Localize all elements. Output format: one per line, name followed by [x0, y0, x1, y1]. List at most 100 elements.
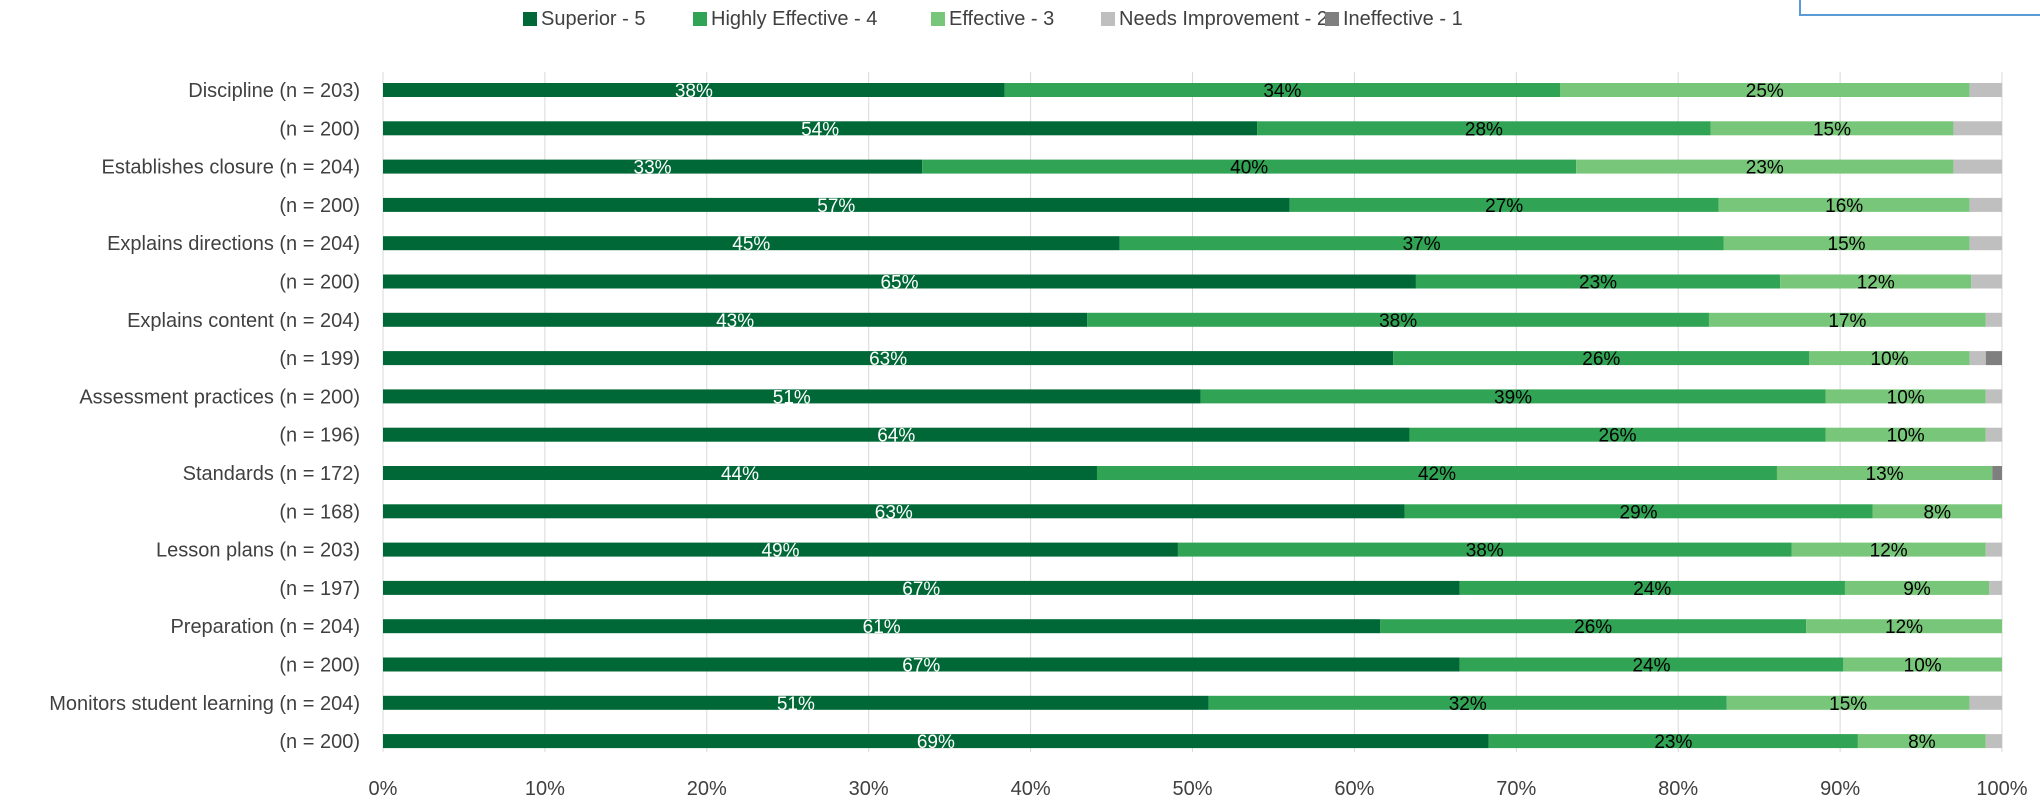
data-label: 26%: [1582, 349, 1620, 370]
data-label: 15%: [1828, 234, 1866, 255]
category-label: Establishes closure (n = 204): [102, 157, 360, 179]
bar-segment: [1257, 121, 1711, 136]
bar-segment: [1825, 389, 1986, 404]
chart-frame-corner: [1799, 0, 2040, 16]
bar-segment: [1710, 121, 1954, 136]
data-label: 32%: [1449, 694, 1487, 715]
bar-segment: [383, 466, 1097, 480]
category-label: (n = 199): [279, 348, 360, 370]
bar-segment: [1872, 504, 2002, 519]
bar-segment: [1992, 466, 2002, 480]
data-label: 28%: [1465, 119, 1503, 140]
x-tick-label: 90%: [1820, 778, 1860, 800]
bar-segment: [1459, 657, 1844, 672]
bar-segment: [1969, 83, 2002, 97]
bar-segment: [1087, 312, 1709, 327]
category-label: Discipline (n = 203): [188, 80, 360, 102]
bar-segment: [1791, 542, 1986, 557]
data-label: 13%: [1866, 464, 1904, 485]
data-label: 24%: [1633, 579, 1671, 600]
legend-swatch: [693, 12, 707, 26]
bar-segment: [1708, 312, 1986, 327]
bar-segment: [383, 389, 1201, 404]
data-label: 40%: [1230, 158, 1268, 179]
bar-segment: [1985, 734, 2002, 749]
bar-segment: [1971, 274, 2002, 289]
bar-segment: [1723, 236, 1970, 251]
bar-segment: [1459, 580, 1845, 595]
bar-segment: [1844, 580, 1990, 595]
x-tick-label: 10%: [525, 778, 565, 800]
bar-segment: [1096, 466, 1777, 480]
bar-segment: [1989, 580, 2002, 595]
data-label: 42%: [1418, 464, 1456, 485]
data-label: 23%: [1579, 273, 1617, 294]
bar-segment: [1560, 83, 1970, 97]
bar-segment: [1953, 121, 2002, 136]
category-label: (n = 200): [279, 195, 360, 217]
bar-segment: [1985, 312, 2002, 327]
data-label: 39%: [1494, 387, 1532, 408]
data-label: 24%: [1632, 656, 1670, 677]
category-label: Explains directions (n = 204): [107, 233, 360, 255]
bar-segment: [1208, 695, 1727, 710]
bar-segment: [1409, 427, 1826, 442]
data-label: 8%: [1924, 502, 1952, 523]
data-label: 49%: [761, 541, 799, 562]
bar-segment: [1393, 351, 1810, 366]
bar-segment: [1776, 466, 1993, 480]
category-label: (n = 197): [279, 578, 360, 600]
bar-segment: [1825, 427, 1986, 442]
bar-segment: [383, 274, 1416, 289]
bar-segment: [1200, 389, 1826, 404]
data-label: 64%: [877, 426, 915, 447]
data-label: 12%: [1885, 617, 1923, 638]
legend-swatch: [1101, 12, 1115, 26]
data-label: 43%: [716, 311, 754, 332]
category-label: Lesson plans (n = 203): [156, 540, 360, 562]
data-label: 10%: [1887, 426, 1925, 447]
bar-segment: [1985, 351, 2002, 366]
data-label: 38%: [675, 81, 713, 102]
bar-segment: [1119, 236, 1724, 251]
legend-swatch: [931, 12, 945, 26]
data-label: 15%: [1813, 119, 1851, 140]
data-label: 12%: [1870, 541, 1908, 562]
data-label: 17%: [1828, 311, 1866, 332]
data-label: 57%: [817, 196, 855, 217]
category-label: (n = 168): [279, 501, 360, 523]
bar-segment: [1576, 159, 1954, 174]
data-label: 12%: [1857, 273, 1895, 294]
category-label: (n = 200): [279, 118, 360, 140]
x-tick-label: 40%: [1011, 778, 1051, 800]
bar-segment: [1806, 619, 2002, 634]
data-label: 25%: [1746, 81, 1784, 102]
data-label: 8%: [1908, 732, 1936, 753]
bar-segment: [383, 504, 1405, 519]
bar-segment: [383, 83, 1005, 97]
bar-segment: [383, 695, 1209, 710]
legend-label: Highly Effective - 4: [711, 8, 877, 30]
bar-segment: [1726, 695, 1970, 710]
data-label: 33%: [634, 158, 672, 179]
category-label: (n = 196): [279, 425, 360, 447]
data-label: 15%: [1829, 694, 1867, 715]
bar-segment: [1380, 619, 1807, 634]
category-label: (n = 200): [279, 272, 360, 294]
data-label: 23%: [1746, 158, 1784, 179]
data-label: 10%: [1887, 387, 1925, 408]
data-label: 10%: [1904, 656, 1942, 677]
bar-segment: [1969, 695, 2002, 710]
x-tick-label: 50%: [1172, 778, 1212, 800]
data-label: 23%: [1654, 732, 1692, 753]
bar-segment: [1415, 274, 1781, 289]
data-label: 67%: [902, 579, 940, 600]
bar-segment: [383, 619, 1381, 634]
bar-segment: [1780, 274, 1972, 289]
bar-segment: [1969, 351, 1986, 366]
x-tick-label: 30%: [849, 778, 889, 800]
data-label: 45%: [732, 234, 770, 255]
x-tick-label: 80%: [1658, 778, 1698, 800]
legend-swatch: [1325, 12, 1339, 26]
